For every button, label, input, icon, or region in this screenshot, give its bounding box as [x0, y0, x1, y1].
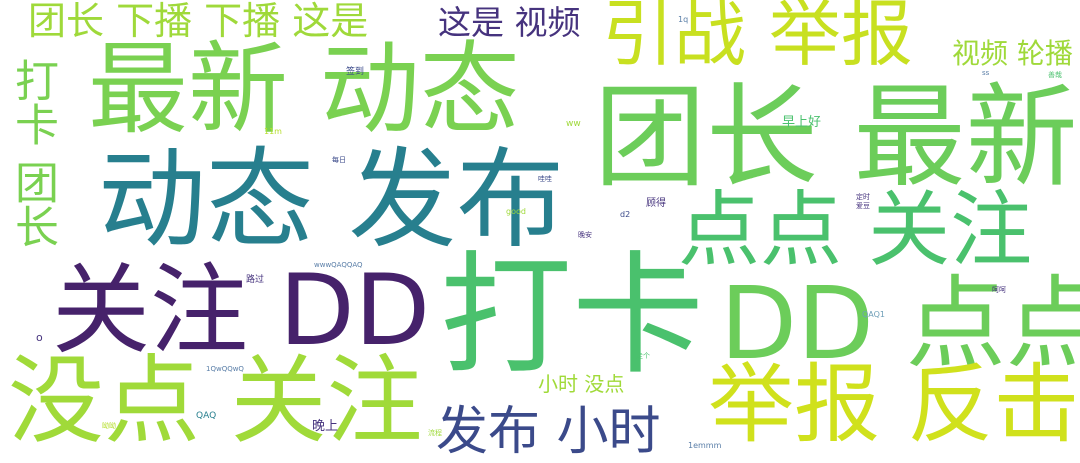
- word: 走个: [636, 352, 650, 360]
- word: 路过: [246, 275, 265, 285]
- word: 打卡: [440, 239, 704, 393]
- word: DD 点点: [720, 265, 1080, 382]
- word: 每日: [332, 156, 346, 164]
- word: 呵呵: [992, 286, 1006, 294]
- word: 视频 轮播: [952, 37, 1073, 70]
- word: good: [506, 207, 526, 216]
- word: d2: [620, 210, 631, 219]
- word: 呦呦: [102, 422, 116, 430]
- word: 晚安: [578, 231, 592, 239]
- word-vertical: 打卡 团长: [7, 58, 58, 248]
- word: 关注 DD: [52, 254, 431, 368]
- word: 流程: [428, 429, 442, 437]
- word: 定时: [856, 193, 870, 201]
- word: ss: [982, 69, 990, 77]
- word: 1emmm: [688, 441, 722, 450]
- word: QAQ: [196, 411, 217, 421]
- word: 签到: [346, 67, 365, 77]
- word: 动态 发布: [98, 138, 565, 263]
- word: 点点 关注: [678, 183, 1033, 278]
- word: 团长 下播 下播 这是: [28, 0, 369, 43]
- word: 1QwQQwQ: [206, 365, 244, 373]
- word: 1q: [678, 15, 689, 24]
- word: 11m: [264, 127, 282, 136]
- word: 团长 最新: [594, 73, 1078, 203]
- word: 这是 视频: [438, 3, 581, 42]
- word: o: [36, 331, 43, 344]
- word: 举报 反击: [708, 355, 1080, 455]
- word: 善哉: [1048, 71, 1062, 79]
- word: QAQ1: [862, 310, 886, 319]
- word: 发布 小时: [436, 402, 661, 462]
- word: 小时 没点: [538, 372, 625, 396]
- word: wwwQAQQAQ: [314, 261, 363, 269]
- word: 早上好: [782, 115, 822, 130]
- word: 最新 动态: [88, 31, 520, 148]
- word: 晚上: [312, 419, 339, 434]
- word: 没点 关注: [8, 345, 423, 457]
- word: 引战 举报: [602, 0, 913, 76]
- word: 哇哇: [538, 175, 552, 183]
- word: 顾得: [646, 198, 666, 209]
- word: 爱豆: [856, 202, 870, 210]
- word: ww: [566, 119, 581, 129]
